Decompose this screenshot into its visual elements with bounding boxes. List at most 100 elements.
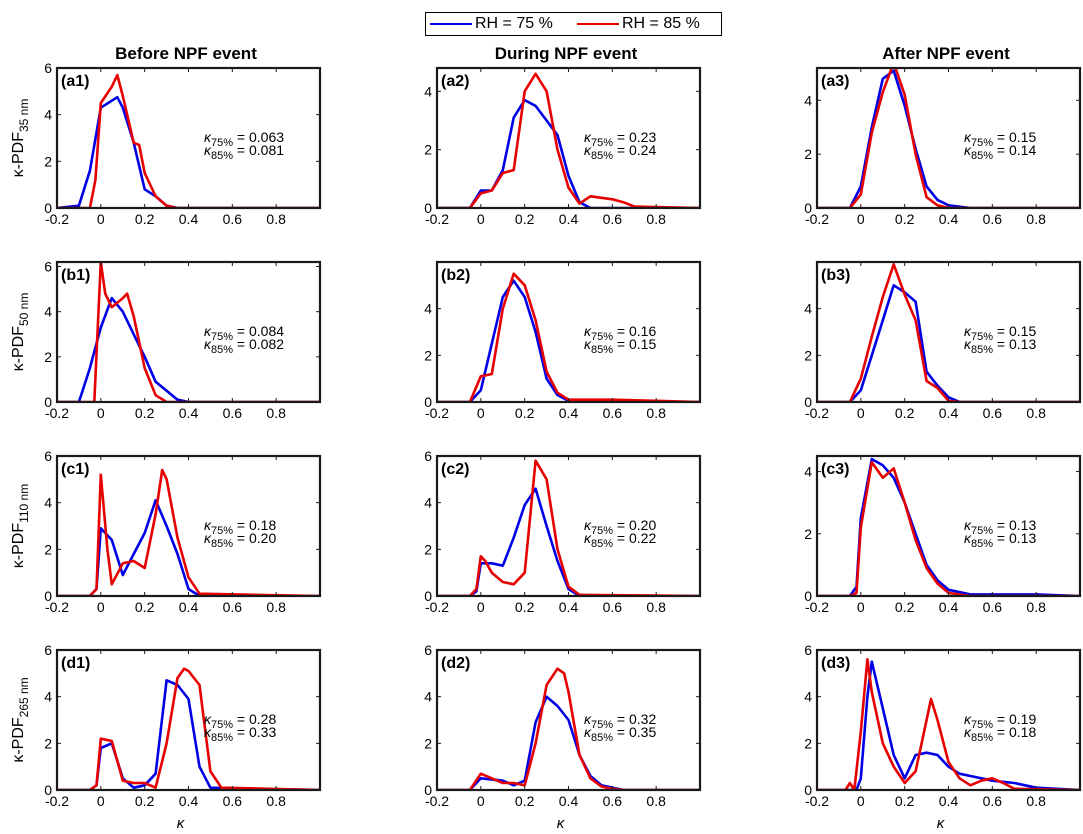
y-tick-label: 4	[804, 464, 812, 480]
y-tick-label: 2	[804, 347, 812, 363]
x-axis-label: κ	[937, 815, 946, 832]
y-tick-label: 6	[44, 60, 52, 76]
x-tick-label: 0.8	[646, 405, 666, 421]
series-line-rh85	[437, 272, 700, 402]
x-tick-label: -0.2	[45, 211, 69, 227]
x-tick-label: -0.2	[425, 599, 449, 615]
x-tick-label: 0.4	[179, 211, 199, 227]
x-tick-label: 0.8	[646, 211, 666, 227]
x-tick-label: 0.2	[135, 599, 155, 615]
x-tick-label: 0.6	[603, 599, 623, 615]
kappa-75-annotation: κ75% = 0.084	[204, 323, 284, 343]
series-group	[437, 667, 700, 790]
x-tick-label: -0.2	[45, 405, 69, 421]
x-tick-label: 0.8	[1026, 405, 1046, 421]
series-line-rh85	[57, 262, 320, 402]
panel-label: (a1)	[61, 73, 89, 90]
series-line-rh75	[57, 296, 320, 402]
series-group	[57, 262, 320, 402]
x-tick-label: 0.6	[603, 405, 623, 421]
y-tick-label: 4	[44, 304, 52, 320]
x-tick-label: -0.2	[425, 793, 449, 809]
x-tick-label: 0.4	[559, 405, 579, 421]
y-tick-label: 0	[424, 588, 432, 604]
x-tick-label: 0.6	[223, 211, 243, 227]
y-tick-label: 2	[804, 146, 812, 162]
legend-line-rh75	[430, 23, 472, 25]
y-tick-label: 0	[44, 588, 52, 604]
x-tick-label: 0	[477, 405, 485, 421]
x-tick-label: 0.8	[646, 793, 666, 809]
series-line-rh85	[437, 72, 700, 208]
kappa-85-annotation: κ85% = 0.14	[964, 142, 1036, 162]
y-tick-label: 6	[44, 448, 52, 464]
y-tick-label: 6	[44, 642, 52, 658]
x-tick-label: 0.4	[559, 793, 579, 809]
x-tick-label: 0	[857, 405, 865, 421]
legend-label-rh75: RH = 75 %	[475, 15, 553, 32]
series-line-rh75	[437, 98, 700, 208]
y-tick-label: 6	[44, 259, 52, 275]
panel-label: (a2)	[441, 73, 469, 90]
y-tick-label: 4	[424, 83, 432, 99]
x-tick-label: 0.4	[939, 405, 959, 421]
x-tick-label: 0.6	[223, 599, 243, 615]
x-tick-label: 0.4	[559, 211, 579, 227]
kappa-75-annotation: κ75% = 0.18	[204, 517, 276, 537]
y-tick-label: 2	[804, 735, 812, 751]
y-tick-label: 4	[804, 689, 812, 705]
kappa-75-annotation: κ75% = 0.28	[204, 711, 276, 731]
y-tick-label: 2	[44, 735, 52, 751]
panel-label: (b2)	[441, 267, 470, 284]
column-title-before: Before NPF event	[115, 44, 257, 63]
series-line-rh85	[437, 667, 700, 790]
x-axis-label: κ	[177, 815, 186, 832]
x-tick-label: 0.8	[266, 599, 286, 615]
kappa-85-annotation: κ85% = 0.35	[584, 724, 656, 744]
panel-label: (b1)	[61, 267, 90, 284]
panel-label: (d2)	[441, 655, 470, 672]
y-tick-label: 6	[424, 642, 432, 658]
x-tick-label: 0.4	[179, 793, 199, 809]
series-group	[57, 468, 320, 596]
x-tick-label: -0.2	[805, 793, 829, 809]
x-tick-label: 0.8	[1026, 211, 1046, 227]
series-line-rh85	[57, 73, 320, 208]
axes-frame	[815, 260, 1082, 404]
x-tick-label: 0.6	[223, 793, 243, 809]
y-tick-label: 2	[44, 541, 52, 557]
y-tick-label: 2	[44, 349, 52, 365]
x-tick-label: -0.2	[45, 599, 69, 615]
x-tick-label: 0	[477, 793, 485, 809]
x-tick-label: 0.6	[603, 793, 623, 809]
kappa-75-annotation: κ75% = 0.063	[204, 129, 284, 149]
series-line-rh85	[57, 468, 320, 596]
kappa-75-annotation: κ75% = 0.20	[584, 517, 656, 537]
kappa-75-annotation: κ75% = 0.23	[584, 129, 656, 149]
y-tick-label: 0	[44, 394, 52, 410]
y-tick-label: 4	[424, 495, 432, 511]
x-tick-label: 0	[97, 599, 105, 615]
x-tick-label: 0	[477, 599, 485, 615]
x-tick-label: 0.4	[939, 211, 959, 227]
x-tick-label: 0.4	[559, 599, 579, 615]
x-tick-label: 0	[97, 211, 105, 227]
x-tick-label: 0.2	[515, 211, 535, 227]
x-tick-label: 0	[857, 599, 865, 615]
x-tick-label: 0.4	[939, 793, 959, 809]
x-tick-label: 0.2	[895, 211, 915, 227]
kappa-75-annotation: κ75% = 0.15	[964, 323, 1036, 343]
y-tick-label: 2	[44, 153, 52, 169]
x-tick-label: 0	[97, 405, 105, 421]
x-tick-label: 0.8	[266, 211, 286, 227]
x-tick-label: 0.2	[895, 599, 915, 615]
series-line-rh75	[817, 660, 1080, 790]
x-tick-label: -0.2	[45, 793, 69, 809]
